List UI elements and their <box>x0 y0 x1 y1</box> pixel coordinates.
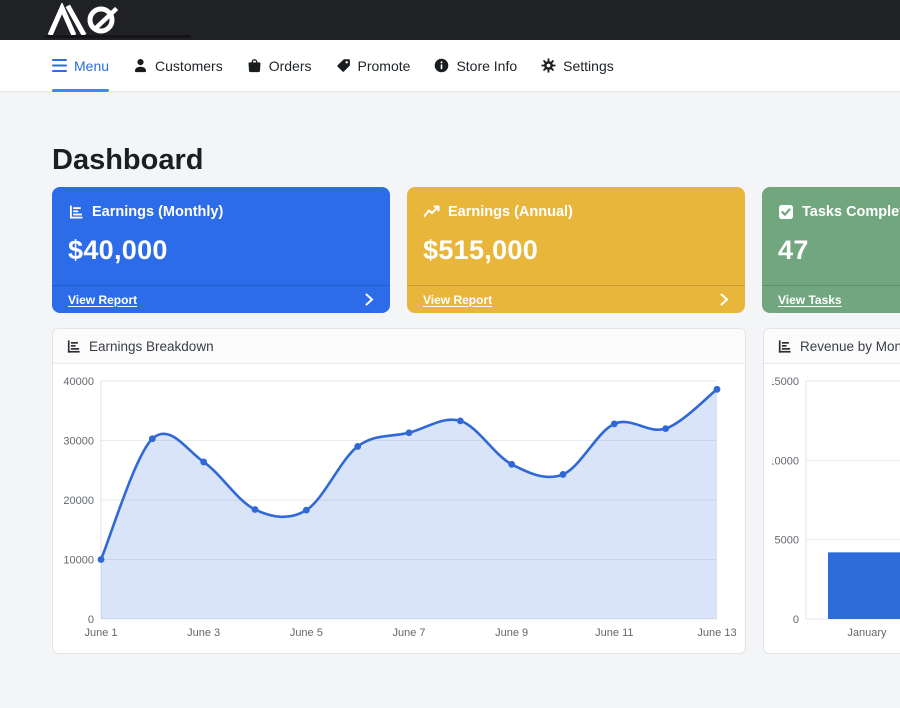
nav-item-promote[interactable]: Promote <box>336 40 411 91</box>
nav-label: Menu <box>74 57 110 74</box>
nav-item-settings[interactable]: Settings <box>541 40 614 91</box>
chevron-right-icon[interactable] <box>720 293 729 306</box>
chart-panels-row: Earnings Breakdown 0 10000 20000 30000 40000… <box>52 328 900 654</box>
view-tasks-link[interactable]: View Tasks <box>778 292 842 307</box>
svg-text:January: January <box>847 627 887 639</box>
topbar <box>0 0 900 40</box>
tag-icon <box>336 59 350 72</box>
svg-text:June 1: June 1 <box>84 627 117 639</box>
chevron-right-icon[interactable] <box>365 293 374 306</box>
svg-text:15000: 15000 <box>772 376 799 388</box>
nav-item-customers[interactable]: Customers <box>133 40 223 91</box>
hamburger-icon <box>52 59 67 72</box>
check-square-icon <box>779 205 793 219</box>
nav-item-menu[interactable]: Menu <box>52 40 110 92</box>
nav-label: Customers <box>155 57 223 74</box>
card-value: $515,000 <box>423 235 539 265</box>
svg-text:0: 0 <box>793 614 799 626</box>
bar-chart-icon <box>67 339 80 353</box>
panel-earnings-breakdown: Earnings Breakdown 0 10000 20000 30000 40000… <box>52 328 746 654</box>
nav-label: Promote <box>357 57 411 74</box>
nav-item-orders[interactable]: Orders <box>247 40 312 91</box>
card-value: 47 <box>778 235 809 265</box>
card-footer: View Report <box>407 285 745 313</box>
svg-text:0: 0 <box>88 614 94 626</box>
card-title: Earnings (Annual) <box>448 204 573 220</box>
logo-underline <box>45 35 190 38</box>
panel-body: 0 10000 20000 30000 40000 June 1 June 3 June 5 J… <box>53 364 745 656</box>
panel-title: Revenue by Month <box>800 338 900 354</box>
bar-chart-icon <box>778 339 791 353</box>
svg-text:30000: 30000 <box>63 436 94 448</box>
card-earnings-annual[interactable]: Earnings (Annual) $515,000 View Report <box>407 187 745 313</box>
view-report-link[interactable]: View Report <box>423 292 493 307</box>
panel-revenue-by-month: Revenue by Month 0 5000 10000 15000 January <box>763 328 900 654</box>
nav-label: Orders <box>268 57 312 74</box>
logo[interactable] <box>45 1 141 37</box>
main-nav: Menu Customers Orders Promote Store Info <box>0 40 900 92</box>
panel-header: Earnings Breakdown <box>53 329 745 364</box>
nav-label: Store Info <box>456 57 518 74</box>
nav-item-store-info[interactable]: Store Info <box>434 40 517 91</box>
svg-text:10000: 10000 <box>63 555 94 567</box>
card-footer: View Report <box>52 285 390 313</box>
svg-text:June 3: June 3 <box>187 627 220 639</box>
bar-chart-icon <box>70 205 83 219</box>
svg-text:20000: 20000 <box>63 495 94 507</box>
card-value: $40,000 <box>68 235 168 265</box>
card-earnings-monthly[interactable]: Earnings (Monthly) $40,000 View Report <box>52 187 390 313</box>
logo-aq-icon <box>47 1 119 37</box>
nav-label: Settings <box>563 57 614 74</box>
svg-text:June 13: June 13 <box>697 627 736 639</box>
panel-header: Revenue by Month <box>764 329 900 364</box>
bag-icon <box>248 59 261 73</box>
card-footer: View Tasks <box>762 285 900 313</box>
stat-cards-row: Earnings (Monthly) $40,000 View Report E… <box>52 187 900 313</box>
svg-text:June 11: June 11 <box>595 627 633 639</box>
info-icon <box>435 58 449 73</box>
svg-text:June 5: June 5 <box>290 627 323 639</box>
svg-text:10000: 10000 <box>772 455 799 467</box>
card-title: Tasks Completed <box>802 204 900 220</box>
svg-text:5000: 5000 <box>775 535 799 547</box>
revenue-by-month-bar-chart: 0 5000 10000 15000 January <box>768 376 900 639</box>
card-tasks-completed[interactable]: Tasks Completed 47 View Tasks <box>762 187 900 313</box>
panel-title: Earnings Breakdown <box>89 338 214 354</box>
person-icon <box>134 59 147 73</box>
svg-text:June 7: June 7 <box>392 627 425 639</box>
card-title: Earnings (Monthly) <box>92 204 224 220</box>
svg-text:40000: 40000 <box>63 376 94 388</box>
active-tab-indicator <box>52 89 110 92</box>
page-title: Dashboard <box>52 144 204 176</box>
svg-text:June 9: June 9 <box>495 627 528 639</box>
earnings-breakdown-line-chart: 0 10000 20000 30000 40000 June 1 June 3 June 5 J… <box>63 376 736 639</box>
panel-body: 0 5000 10000 15000 January <box>764 364 900 656</box>
line-chart-icon <box>423 205 440 217</box>
gear-icon <box>541 58 556 73</box>
view-report-link[interactable]: View Report <box>68 292 138 307</box>
